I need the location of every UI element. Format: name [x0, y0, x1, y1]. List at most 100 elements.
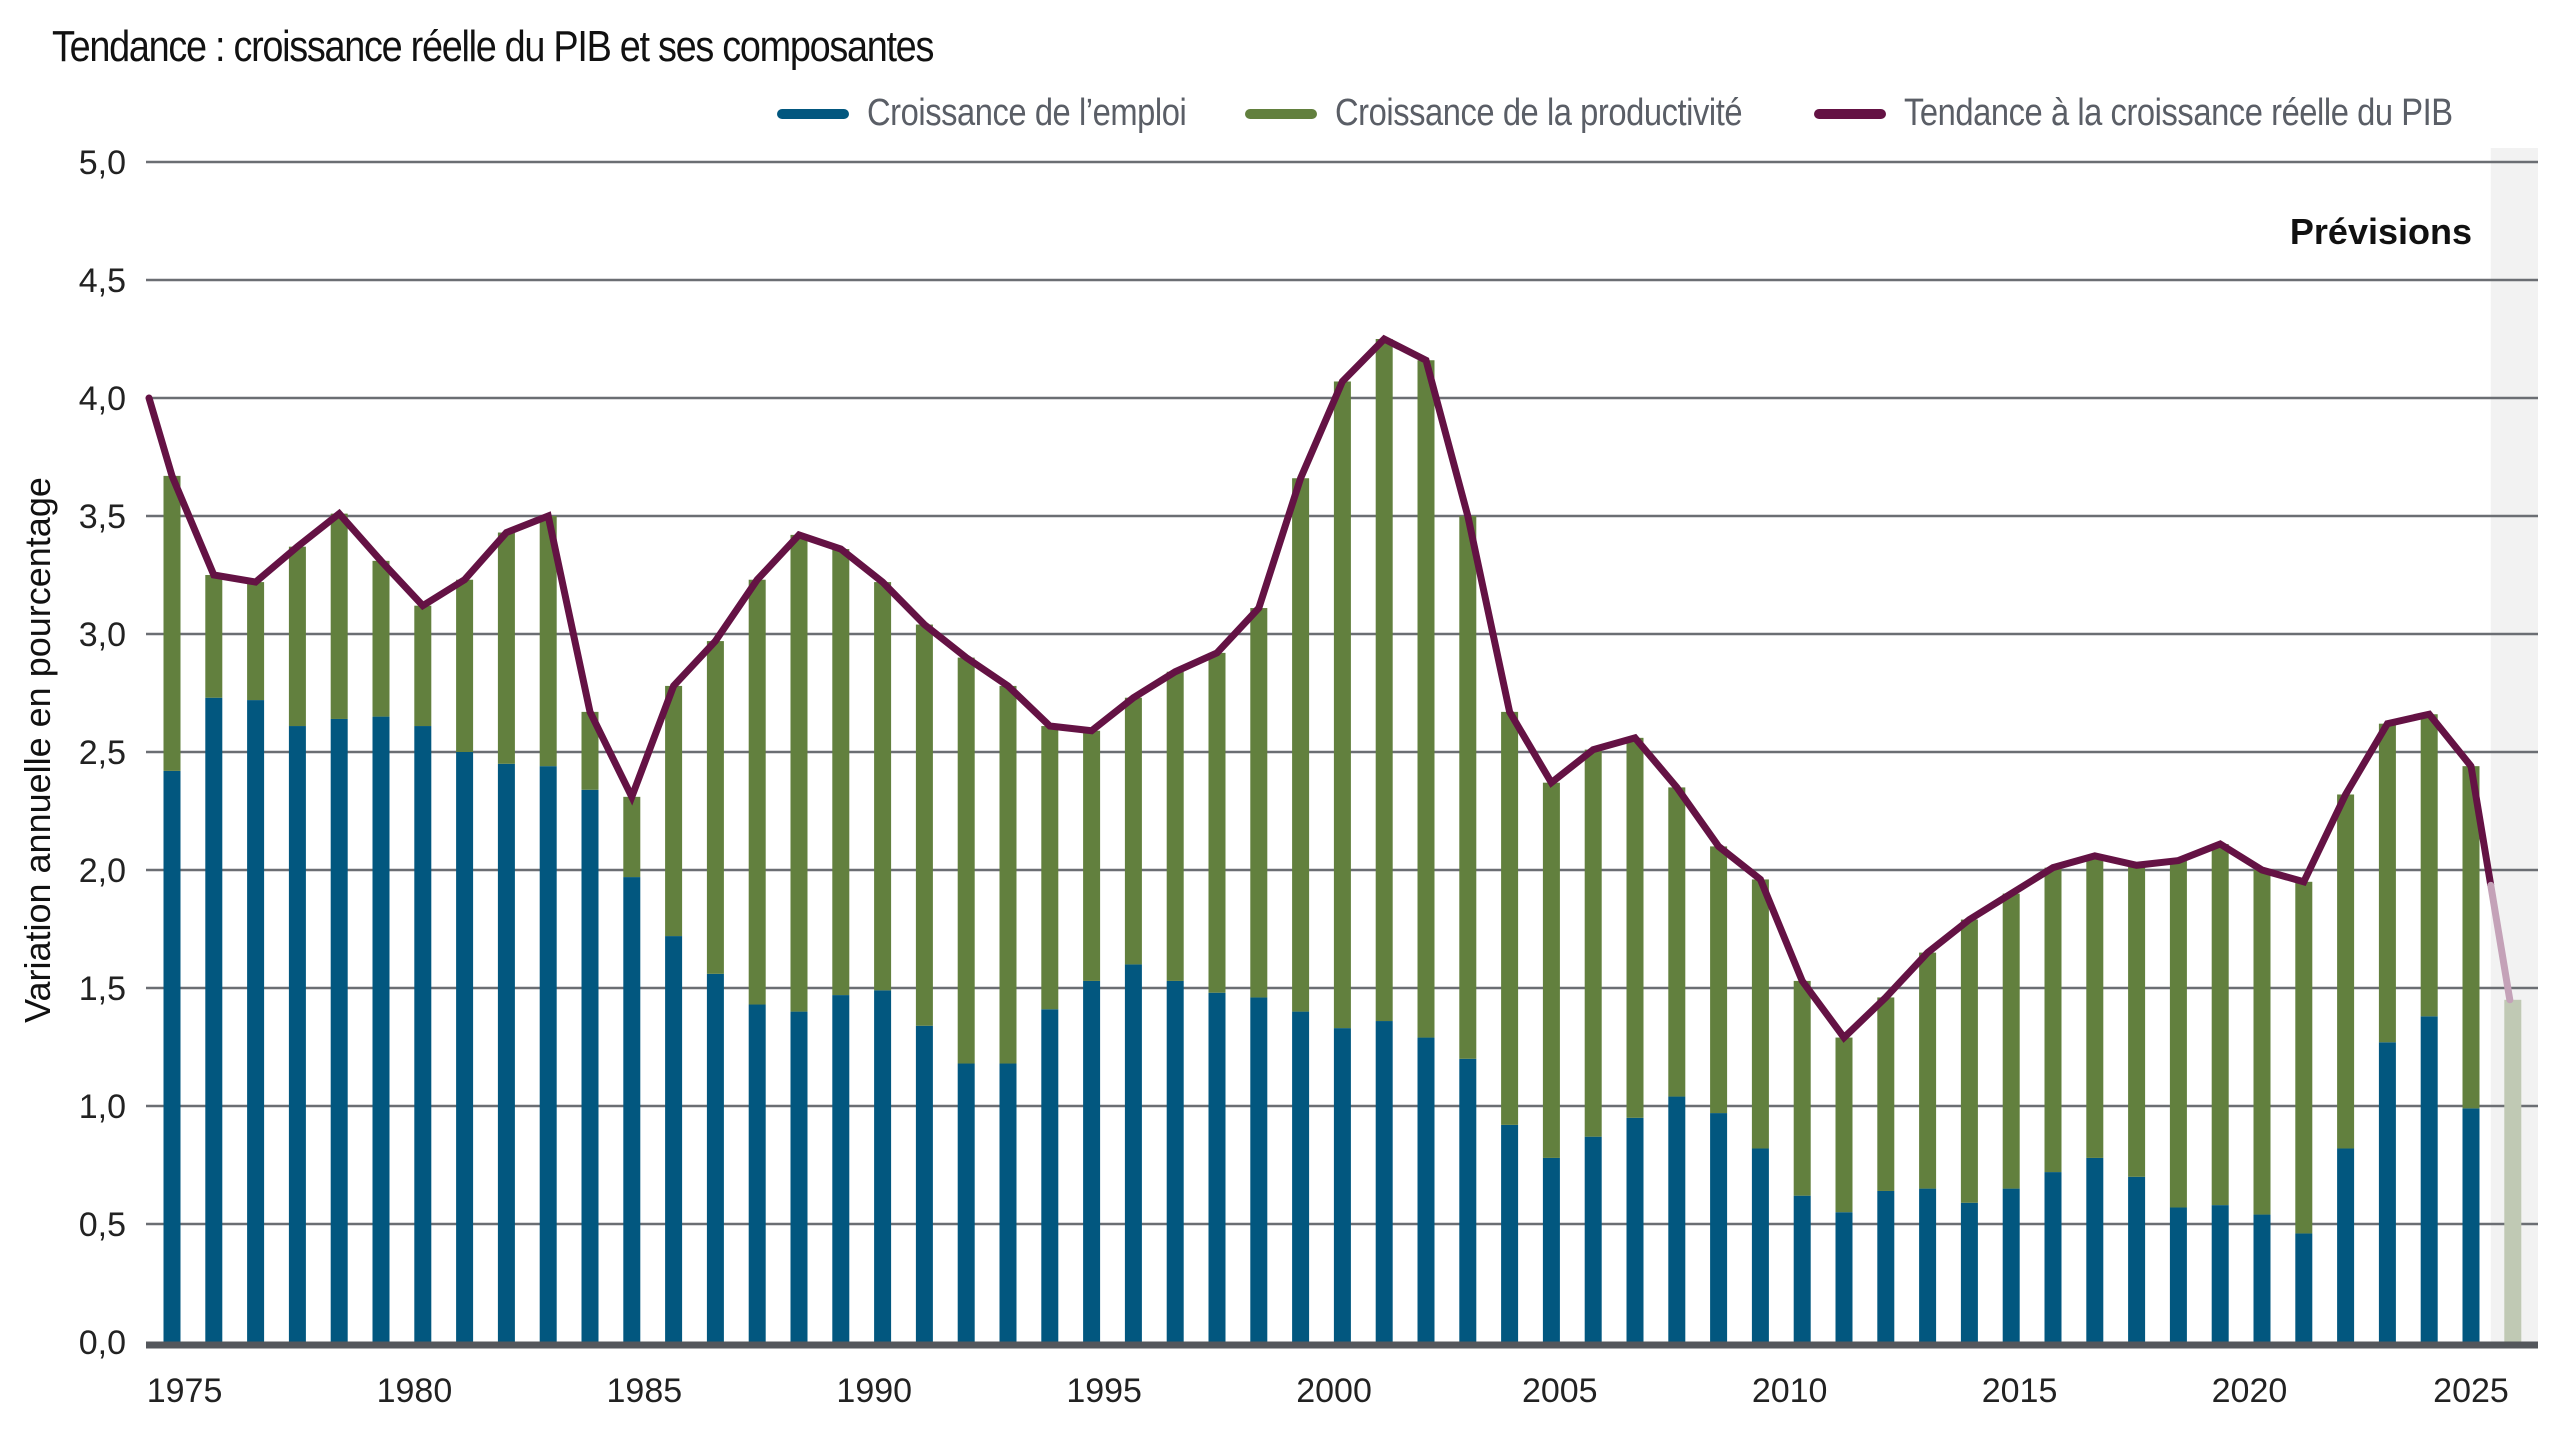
bar-employment	[2211, 1205, 2229, 1342]
bar-productivity	[1626, 737, 1644, 1118]
trend-line	[145, 334, 2475, 1043]
bar-employment	[1835, 1212, 1853, 1342]
legend-label-productivity: Croissance de la productivité	[1334, 92, 1743, 134]
bar-employment	[915, 1025, 933, 1342]
legend-item-trend[interactable]: Tendance à la croissance réelle du PIB	[1814, 92, 2502, 135]
bar-employment	[1083, 980, 1101, 1342]
bar-productivity	[539, 516, 557, 767]
bar-productivity	[706, 641, 724, 974]
bar-employment	[2002, 1188, 2020, 1342]
bar-productivity	[1542, 782, 1560, 1158]
bar-employment	[372, 716, 390, 1342]
bar-productivity	[1459, 516, 1477, 1059]
bar-employment	[1751, 1148, 1769, 1342]
bar-employment	[330, 718, 348, 1342]
bar-employment	[1960, 1202, 1978, 1342]
y-tick-label: 5,0	[79, 144, 126, 182]
bar-productivity	[665, 685, 683, 937]
legend-item-productivity[interactable]: Croissance de la productivité	[1244, 92, 1768, 135]
bar-employment	[2128, 1176, 2146, 1342]
y-tick-label: 0,5	[79, 1206, 126, 1244]
bar-employment	[1542, 1157, 1560, 1342]
legend-item-employment[interactable]: Croissance de l’emploi	[777, 92, 1198, 135]
x-tick-label: 1980	[377, 1372, 453, 1410]
trend-line-to-forecast	[2467, 765, 2495, 886]
bar-productivity	[623, 796, 641, 878]
bar-productivity	[748, 579, 766, 1005]
bar-productivity	[2086, 855, 2104, 1158]
bar-employment	[539, 766, 557, 1342]
bar-productivity	[874, 582, 892, 991]
legend-label-employment: Croissance de l’emploi	[867, 92, 1187, 134]
bar-forecast	[2504, 999, 2522, 1342]
bar-productivity	[2044, 867, 2062, 1173]
x-tick-label: 1995	[1066, 1372, 1142, 1410]
bar-employment	[1501, 1124, 1519, 1342]
bar-productivity	[1292, 478, 1310, 1012]
bar-productivity	[2378, 723, 2396, 1043]
bar-productivity	[1083, 730, 1101, 981]
bar-employment	[2295, 1233, 2313, 1342]
bar-employment	[623, 877, 641, 1342]
legend-swatch-productivity	[1244, 108, 1317, 119]
bar-employment	[1166, 980, 1184, 1342]
bar-productivity	[2462, 766, 2480, 1109]
bar-productivity	[497, 532, 515, 764]
bar-employment	[1208, 992, 1226, 1342]
bar-productivity	[456, 579, 474, 752]
bar-productivity	[2295, 881, 2313, 1234]
bar-employment	[2337, 1148, 2355, 1342]
bar-employment	[1417, 1037, 1435, 1342]
bar-productivity	[999, 685, 1017, 1064]
bar-productivity	[2002, 893, 2020, 1189]
bar-productivity	[1584, 749, 1602, 1137]
bar-employment	[1292, 1011, 1310, 1342]
y-tick-label: 1,5	[79, 970, 126, 1008]
bar-productivity	[1501, 711, 1519, 1125]
bar-employment	[1124, 964, 1142, 1342]
bar-employment	[748, 1004, 766, 1342]
bar-productivity	[1250, 608, 1268, 998]
bar-productivity	[957, 657, 975, 1064]
bar-employment	[163, 770, 181, 1342]
y-tick-label: 3,5	[79, 498, 126, 536]
bar-productivity	[372, 560, 390, 717]
legend-swatch-trend	[1814, 108, 1887, 119]
x-tick-label: 1985	[607, 1372, 683, 1410]
bar-productivity	[1960, 919, 1978, 1203]
bar-employment	[1459, 1058, 1477, 1342]
bar-productivity	[1375, 339, 1393, 1022]
bar-productivity	[1793, 980, 1811, 1196]
bar-employment	[1877, 1190, 1895, 1342]
bar-employment	[247, 700, 265, 1342]
bar-employment	[288, 726, 306, 1342]
chart-title: Tendance : croissance réelle du PIB et s…	[52, 22, 934, 71]
trend-line-forecast	[2487, 881, 2514, 1004]
bar-productivity	[330, 513, 348, 719]
bar-employment	[2169, 1207, 2187, 1342]
bars	[163, 339, 2522, 1342]
bar-employment	[456, 752, 474, 1342]
bar-productivity	[414, 605, 432, 727]
bar-employment	[1333, 1028, 1351, 1342]
bar-employment	[1668, 1096, 1686, 1342]
y-tick-label: 2,0	[79, 852, 126, 890]
bar-employment	[1375, 1021, 1393, 1342]
x-tick-label: 2010	[1752, 1372, 1828, 1410]
x-tick-label: 2015	[1982, 1372, 2058, 1410]
bar-productivity	[1333, 381, 1351, 1029]
bar-productivity	[832, 549, 850, 996]
bar-productivity	[288, 546, 306, 727]
bar-employment	[2044, 1172, 2062, 1342]
bar-productivity	[1124, 697, 1142, 965]
bar-productivity	[2128, 865, 2146, 1177]
bar-employment	[1584, 1136, 1602, 1342]
bar-employment	[2378, 1042, 2396, 1342]
x-tick-label: 2000	[1296, 1372, 1372, 1410]
bar-employment	[2086, 1157, 2104, 1342]
x-tick-label: 2025	[2433, 1372, 2509, 1410]
bar-productivity	[1877, 997, 1895, 1191]
bar-productivity	[790, 534, 808, 1012]
forecast-label: Prévisions	[2290, 211, 2472, 252]
